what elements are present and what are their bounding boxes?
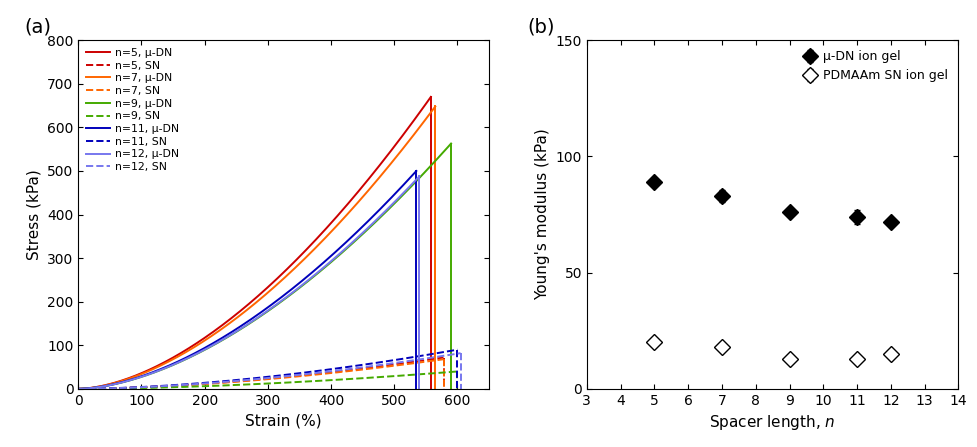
Text: (a): (a) [24,18,52,37]
Legend: n=5, μ-DN, n=5, SN, n=7, μ-DN, n=7, SN, n=9, μ-DN, n=9, SN, n=11, μ-DN, n=11, SN: n=5, μ-DN, n=5, SN, n=7, μ-DN, n=7, SN, … [84,46,181,174]
Y-axis label: Young's modulus (kPa): Young's modulus (kPa) [534,129,549,300]
X-axis label: Spacer length, $n$: Spacer length, $n$ [708,413,835,432]
Text: (b): (b) [527,18,554,37]
Y-axis label: Stress (kPa): Stress (kPa) [26,169,41,260]
Legend: μ-DN ion gel, PDMAAm SN ion gel: μ-DN ion gel, PDMAAm SN ion gel [797,46,952,86]
X-axis label: Strain (%): Strain (%) [245,413,321,428]
